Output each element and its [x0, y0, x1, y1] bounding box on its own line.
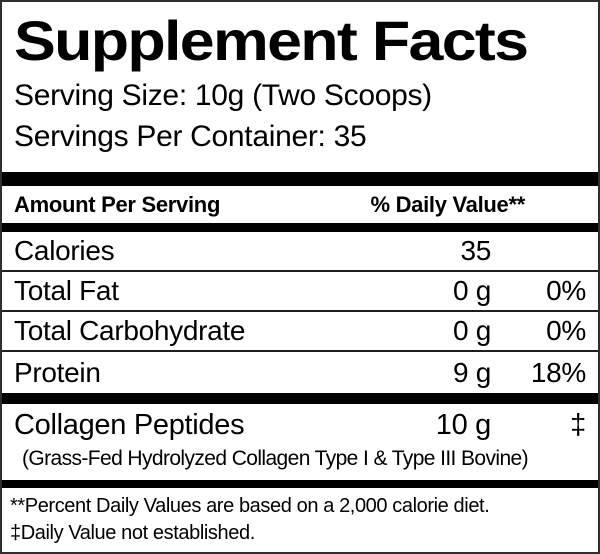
column-header-row: Amount Per Serving % Daily Value**: [2, 186, 598, 223]
thick-rule-header: [2, 223, 598, 232]
label-title: Supplement Facts: [14, 9, 529, 72]
table-row-total-fat: Total Fat 0 g 0%: [2, 272, 598, 312]
amount-per-serving-header: Amount Per Serving: [14, 191, 221, 217]
ingredient-daily-value: ‡: [570, 408, 586, 441]
nutrient-name: Calories: [14, 235, 115, 266]
thick-rule-top: [2, 172, 598, 186]
servings-per-container-line: Servings Per Container: 35: [14, 120, 367, 153]
footnote-not-established: ‡Daily Value not established.: [10, 522, 255, 544]
nutrient-name: Total Fat: [14, 275, 119, 306]
footnotes: **Percent Daily Values are based on a 2,…: [2, 488, 598, 547]
table-row-total-carbohydrate: Total Carbohydrate 0 g 0%: [2, 312, 598, 352]
nutrient-daily-value: 0%: [546, 315, 586, 346]
table-row-collagen-peptides: Collagen Peptides 10 g ‡: [2, 404, 598, 446]
nutrient-name: Protein: [14, 356, 101, 388]
spacer: [2, 156, 598, 172]
table-row-protein: Protein 9 g 18%: [2, 352, 598, 393]
nutrient-daily-value: 18%: [530, 356, 586, 388]
nutrient-name: Total Carbohydrate: [14, 315, 246, 346]
daily-value-header: % Daily Value**: [370, 191, 526, 217]
nutrient-amount: 0 g: [452, 315, 491, 346]
title-wrap: Supplement Facts: [2, 2, 598, 74]
ingredient-detail: (Grass-Fed Hydrolyzed Collagen Type I & …: [22, 447, 529, 470]
nutrient-daily-value: 0%: [546, 275, 586, 306]
nutrient-amount: 9 g: [452, 356, 491, 388]
table-row-calories: Calories 35: [2, 232, 598, 272]
thick-rule-bottom: [2, 480, 598, 488]
thick-rule-mid: [2, 393, 598, 404]
nutrient-amount: 0 g: [452, 275, 491, 306]
ingredient-amount: 10 g: [435, 408, 492, 441]
serving-size-line: Serving Size: 10g (Two Scoops): [14, 79, 432, 112]
ingredient-name: Collagen Peptides: [14, 408, 245, 441]
footnote-daily-values: **Percent Daily Values are based on a 2,…: [10, 495, 490, 517]
nutrient-amount: 35: [460, 235, 491, 266]
